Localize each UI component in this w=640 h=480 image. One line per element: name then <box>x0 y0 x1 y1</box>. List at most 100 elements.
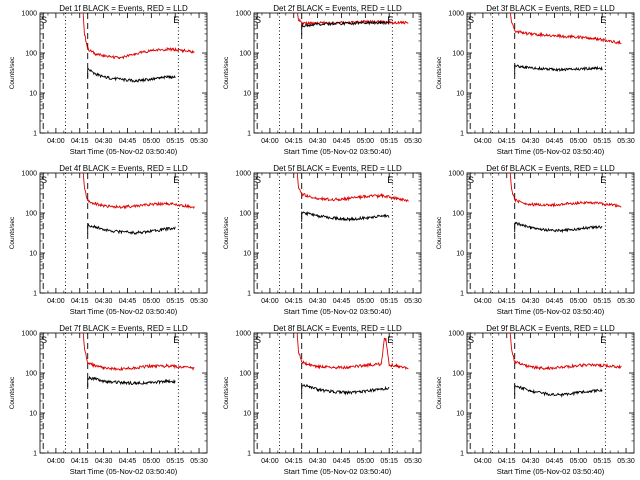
x-tick-label: 05:15 <box>593 458 611 465</box>
plot-frame <box>39 172 208 294</box>
plot-title: Det 9f BLACK = Events, RED = LLD <box>486 324 615 333</box>
events-series-line <box>514 221 603 234</box>
plot-panel: Det 2f BLACK = Events, RED = LLD Counts/s… <box>223 4 422 156</box>
start-label: S <box>468 15 474 25</box>
lld-series-line <box>82 13 195 60</box>
events-series-line <box>301 211 390 223</box>
y-axis-label: Counts/sec <box>9 216 16 249</box>
y-tick-label: 1 <box>247 291 251 298</box>
x-tick-label: 04:00 <box>47 458 65 465</box>
x-tick-label: 05:30 <box>617 458 635 465</box>
x-tick-label: 05:00 <box>570 138 588 145</box>
x-tick-label: 05:30 <box>404 458 422 465</box>
x-tick-label: 04:00 <box>47 298 65 305</box>
x-tick-label: 04:00 <box>261 298 279 305</box>
y-tick-label: 1 <box>33 131 37 138</box>
plot-title: Det 1f BLACK = Events, RED = LLD <box>59 4 188 13</box>
plot-panel: Det 8f BLACK = Events, RED = LLD Counts/s… <box>223 324 422 476</box>
x-tick-label: 04:30 <box>522 138 540 145</box>
x-tick-label: 04:15 <box>498 458 516 465</box>
end-label: E <box>600 335 606 345</box>
y-tick-label: 1 <box>247 131 251 138</box>
plot-frame <box>253 332 422 454</box>
y-tick-label: 10 <box>29 251 37 258</box>
y-tick-label: 100 <box>452 51 464 58</box>
x-tick-label: 04:15 <box>71 298 89 305</box>
x-tick-label: 04:00 <box>261 458 279 465</box>
start-label: S <box>41 15 47 25</box>
x-tick-label: 05:30 <box>404 138 422 145</box>
lld-series-line <box>509 333 622 371</box>
end-label: E <box>600 175 606 185</box>
lld-series-line <box>509 173 622 208</box>
x-tick-label: 04:00 <box>261 138 279 145</box>
x-tick-label: 04:45 <box>119 458 137 465</box>
plot-title: Det 5f BLACK = Events, RED = LLD <box>273 164 402 173</box>
x-tick-label: 04:00 <box>474 138 492 145</box>
x-tick-label: 04:45 <box>546 458 564 465</box>
x-tick-label: 04:00 <box>474 458 492 465</box>
plot-panel: Det 7f BLACK = Events, RED = LLD Counts/s… <box>9 324 208 476</box>
plot-frame <box>39 12 208 134</box>
plot-title: Det 8f BLACK = Events, RED = LLD <box>273 324 402 333</box>
x-tick-label: 05:15 <box>166 298 184 305</box>
y-axis-label: Counts/sec <box>9 376 16 409</box>
x-tick-label: 04:30 <box>309 458 327 465</box>
plot-frame <box>466 332 635 454</box>
end-label: E <box>387 15 393 25</box>
x-tick-label: 05:15 <box>380 298 398 305</box>
x-axis-label: Start Time (05-Nov-02 03:50:40) <box>497 467 605 476</box>
y-tick-label: 100 <box>25 51 37 58</box>
end-label: E <box>600 15 606 25</box>
x-tick-label: 05:15 <box>593 298 611 305</box>
x-tick-label: 05:00 <box>143 298 161 305</box>
x-tick-label: 04:45 <box>119 138 137 145</box>
x-tick-label: 04:30 <box>95 458 113 465</box>
plot-panel: Det 5f BLACK = Events, RED = LLD Counts/s… <box>223 164 422 316</box>
x-tick-label: 04:45 <box>546 138 564 145</box>
y-tick-label: 1000 <box>448 171 464 178</box>
x-tick-label: 04:15 <box>285 298 303 305</box>
x-tick-label: 05:30 <box>617 298 635 305</box>
y-axis-label: Counts/sec <box>9 56 16 89</box>
end-label: E <box>387 335 393 345</box>
y-tick-label: 100 <box>452 371 464 378</box>
start-label: S <box>255 335 261 345</box>
y-tick-label: 1 <box>460 291 464 298</box>
x-axis-label: Start Time (05-Nov-02 03:50:40) <box>284 147 392 156</box>
plot-frame <box>253 12 422 134</box>
x-tick-label: 05:30 <box>190 138 208 145</box>
x-tick-label: 04:00 <box>474 298 492 305</box>
x-tick-label: 04:15 <box>285 138 303 145</box>
x-tick-label: 04:30 <box>309 298 327 305</box>
y-tick-label: 1 <box>460 451 464 458</box>
x-tick-label: 04:15 <box>71 458 89 465</box>
y-tick-label: 10 <box>456 251 464 258</box>
plot-frame <box>466 172 635 294</box>
x-tick-label: 04:15 <box>285 458 303 465</box>
y-axis-label: Counts/sec <box>223 56 230 89</box>
lld-series-line <box>297 13 409 26</box>
plot-title: Det 4f BLACK = Events, RED = LLD <box>59 164 188 173</box>
end-label: E <box>173 15 179 25</box>
y-tick-label: 100 <box>239 371 251 378</box>
y-tick-label: 100 <box>239 51 251 58</box>
events-series-line <box>514 64 603 74</box>
y-axis-label: Counts/sec <box>223 376 230 409</box>
x-tick-label: 05:30 <box>404 298 422 305</box>
x-tick-label: 04:45 <box>546 298 564 305</box>
lld-series-line <box>82 333 195 372</box>
y-tick-label: 10 <box>243 251 251 258</box>
x-tick-label: 05:00 <box>143 138 161 145</box>
x-axis-label: Start Time (05-Nov-02 03:50:40) <box>70 467 178 476</box>
y-tick-label: 100 <box>25 371 37 378</box>
y-tick-label: 100 <box>239 211 251 218</box>
events-series-line <box>301 384 390 396</box>
y-tick-label: 1000 <box>448 331 464 338</box>
end-label: E <box>173 175 179 185</box>
x-axis-label: Start Time (05-Nov-02 03:50:40) <box>284 467 392 476</box>
events-series-line <box>87 222 176 235</box>
x-tick-label: 04:45 <box>333 298 351 305</box>
plot-panel: Det 1f BLACK = Events, RED = LLD Counts/s… <box>9 4 208 156</box>
